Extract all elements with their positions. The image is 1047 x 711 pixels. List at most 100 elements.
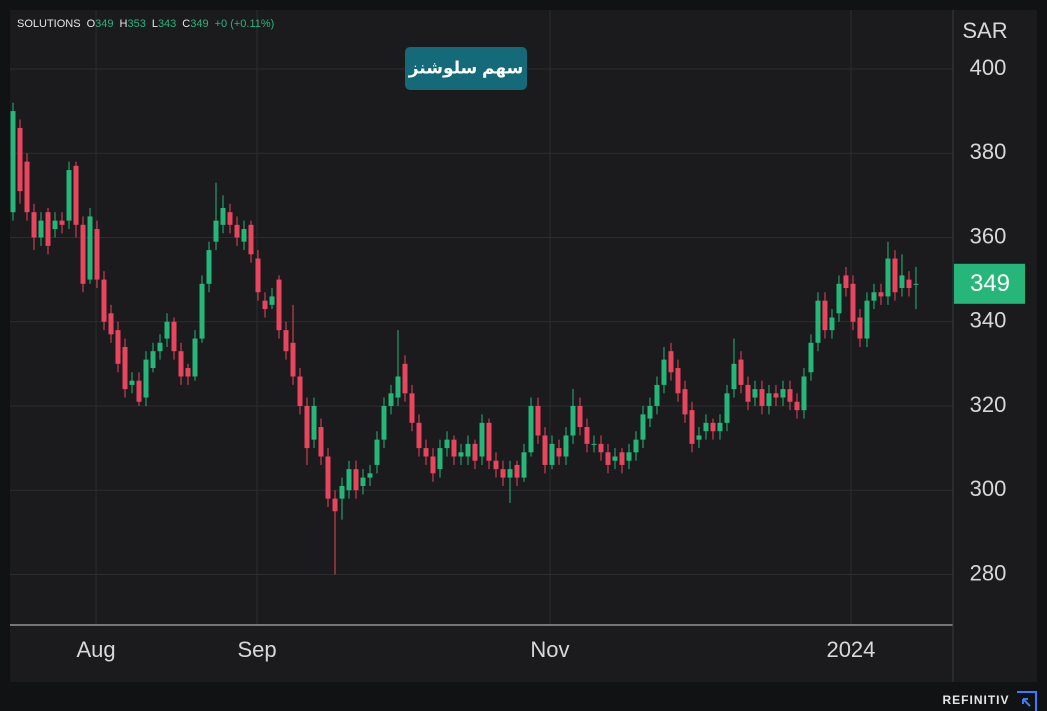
candle-body	[493, 460, 499, 470]
x-tick-label: Aug	[76, 637, 115, 662]
candle-body	[451, 439, 457, 457]
candle-body	[535, 405, 541, 436]
candle-body	[458, 452, 464, 457]
candle-body	[339, 485, 345, 499]
x-tick-label: 2024	[826, 637, 875, 662]
candle-body	[87, 216, 93, 280]
candle-body	[696, 435, 702, 440]
candle-body	[829, 317, 835, 331]
candle-body	[822, 300, 828, 331]
candle-body	[570, 405, 576, 436]
candle-body	[45, 212, 51, 246]
candle-body	[241, 229, 247, 242]
candle-body	[619, 452, 625, 465]
candle-body	[738, 359, 744, 385]
legend-change: +0 (+0.11%)	[215, 18, 275, 30]
legend-ohlc-value: 349	[95, 18, 113, 30]
candle-body	[878, 292, 884, 297]
candle-body	[710, 422, 716, 432]
ohlc-legend: SOLUTIONS O349 H353 L343 C349 +0 (+0.11%)	[17, 18, 274, 30]
candle-body	[416, 422, 422, 449]
x-tick-label: Nov	[530, 637, 569, 662]
candle-body	[38, 220, 44, 238]
candle-body	[395, 376, 401, 398]
candle-body	[325, 456, 331, 499]
candle-body	[906, 279, 912, 289]
candle-body	[647, 405, 653, 419]
source-logo	[1017, 691, 1037, 711]
candle-body	[73, 165, 79, 225]
candle-body	[612, 456, 618, 461]
candle-body	[199, 283, 205, 339]
candle-body	[423, 448, 429, 457]
candle-body	[689, 410, 695, 444]
candle-body	[332, 498, 338, 512]
candle-body	[227, 212, 233, 225]
candle-body	[773, 393, 779, 398]
candle-body	[500, 469, 506, 478]
candle-body	[724, 393, 730, 423]
legend-ohlc-label: H	[120, 18, 128, 30]
candle-body	[794, 401, 800, 411]
y-tick-label: 280	[970, 560, 1007, 585]
candle-body	[157, 342, 163, 352]
x-tick-label: Sep	[237, 637, 276, 662]
y-tick-label: 300	[970, 476, 1007, 501]
candle-body	[10, 111, 16, 213]
candle-body	[591, 443, 597, 445]
candle-body	[801, 376, 807, 411]
candle-body	[178, 351, 184, 377]
candle-body	[465, 443, 471, 457]
candle-body	[402, 363, 408, 394]
candle-body	[563, 435, 569, 457]
candle-body	[129, 380, 135, 385]
y-tick-label: 380	[970, 139, 1007, 164]
candle-body	[913, 283, 919, 285]
candle-body	[731, 363, 737, 390]
candle-body	[766, 393, 772, 406]
candle-body	[633, 439, 639, 453]
candle-body	[31, 212, 37, 238]
candle-body	[290, 342, 296, 377]
candle-body	[444, 439, 450, 449]
candle-body	[94, 229, 100, 280]
candle-body	[549, 443, 555, 465]
candle-body	[59, 220, 65, 225]
candle-body	[668, 351, 674, 373]
candle-body	[654, 384, 660, 406]
candle-body	[304, 405, 310, 449]
candle-body	[374, 439, 380, 465]
title-badge	[405, 47, 527, 90]
candle-body	[360, 477, 366, 486]
y-tick-label: 320	[970, 392, 1007, 417]
candle-body	[857, 317, 863, 339]
candle-body	[192, 338, 198, 377]
candle-body	[346, 469, 352, 491]
candle-body	[136, 380, 142, 402]
candle-body	[269, 296, 275, 305]
candle-body	[171, 321, 177, 352]
candle-body	[598, 443, 604, 453]
candle-body	[787, 389, 793, 402]
candle-body	[626, 452, 632, 461]
candle-body	[752, 389, 758, 398]
candle-body	[815, 300, 821, 343]
candles	[10, 102, 919, 575]
candle-body	[682, 389, 688, 415]
candle-body	[661, 359, 667, 385]
candle-body	[122, 346, 128, 390]
candle-body	[836, 283, 842, 314]
candle-body	[584, 427, 590, 444]
candle-body	[486, 422, 492, 461]
candle-body	[381, 405, 387, 440]
last-price-badge	[954, 263, 1025, 304]
candle-body	[759, 389, 765, 406]
legend-ohlc-label: O	[87, 18, 96, 30]
candle-body	[703, 422, 709, 432]
candle-body	[108, 313, 114, 335]
candle-body	[80, 224, 86, 284]
candle-body	[864, 300, 870, 339]
legend-ohlc-label: L	[152, 18, 158, 30]
candle-body	[101, 279, 107, 322]
